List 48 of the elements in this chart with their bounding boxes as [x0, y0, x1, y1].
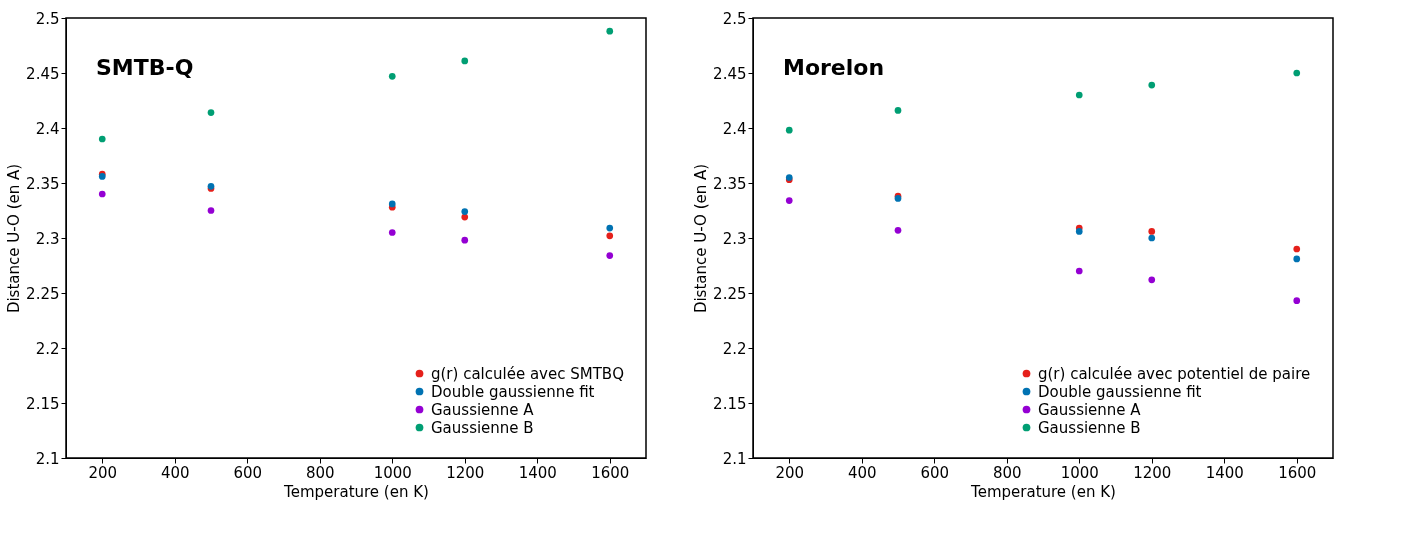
- x-tick-label: 400: [160, 463, 190, 482]
- legend-label: g(r) calculée avec potentiel de paire: [1038, 364, 1311, 383]
- y-tick-label: 2.4: [722, 119, 747, 138]
- x-tick-label: 1200: [446, 463, 485, 482]
- y-tick-label: 2.25: [26, 284, 60, 303]
- x-tick-label: 1600: [591, 463, 630, 482]
- annotation: Morelon: [783, 55, 885, 80]
- legend-label: Double gaussienne fit: [431, 382, 595, 401]
- y-tick-label: 2.15: [26, 394, 60, 413]
- legend-label: g(r) calculée avec SMTBQ: [431, 364, 624, 383]
- y-tick-label: 2.15: [713, 394, 747, 413]
- y-axis-title: Distance U-O (en A): [692, 163, 711, 314]
- legend-label: Gaussienne B: [431, 418, 534, 437]
- y-tick-label: 2.45: [26, 64, 60, 83]
- y-axis-title: Distance U-O (en A): [5, 163, 24, 314]
- legend-label: Gaussienne A: [1038, 400, 1142, 419]
- x-tick-label: 200: [775, 463, 805, 482]
- x-tick-label: 1200: [1133, 463, 1172, 482]
- y-tick-label: 2.1: [722, 449, 747, 468]
- y-tick-label: 2.4: [35, 119, 60, 138]
- x-tick-label: 800: [992, 463, 1022, 482]
- x-axis-title: Temperature (en K): [970, 482, 1116, 501]
- x-tick-label: 600: [920, 463, 950, 482]
- x-tick-label: 1000: [1060, 463, 1099, 482]
- y-tick-label: 2.2: [35, 339, 60, 358]
- y-tick-label: 2.3: [722, 229, 747, 248]
- y-tick-label: 2.45: [713, 64, 747, 83]
- y-tick-label: 2.3: [35, 229, 60, 248]
- legend-label: Gaussienne B: [1038, 418, 1141, 437]
- y-tick-label: 2.1: [35, 449, 60, 468]
- y-tick-label: 2.5: [35, 9, 60, 28]
- legend-label: Gaussienne A: [431, 400, 535, 419]
- y-tick-label: 2.25: [713, 284, 747, 303]
- x-tick-label: 200: [88, 463, 118, 482]
- x-tick-label: 1400: [1205, 463, 1244, 482]
- y-tick-label: 2.5: [722, 9, 747, 28]
- x-tick-label: 400: [847, 463, 877, 482]
- legend-label: Double gaussienne fit: [1038, 382, 1202, 401]
- x-tick-label: 1600: [1278, 463, 1317, 482]
- x-axis-title: Temperature (en K): [283, 482, 429, 501]
- y-tick-label: 2.2: [722, 339, 747, 358]
- x-tick-label: 800: [305, 463, 335, 482]
- x-tick-label: 1000: [373, 463, 412, 482]
- annotation: SMTB-Q: [96, 55, 194, 80]
- x-tick-label: 600: [233, 463, 263, 482]
- x-tick-label: 1400: [518, 463, 557, 482]
- y-tick-label: 2.35: [26, 174, 60, 193]
- y-tick-label: 2.35: [713, 174, 747, 193]
